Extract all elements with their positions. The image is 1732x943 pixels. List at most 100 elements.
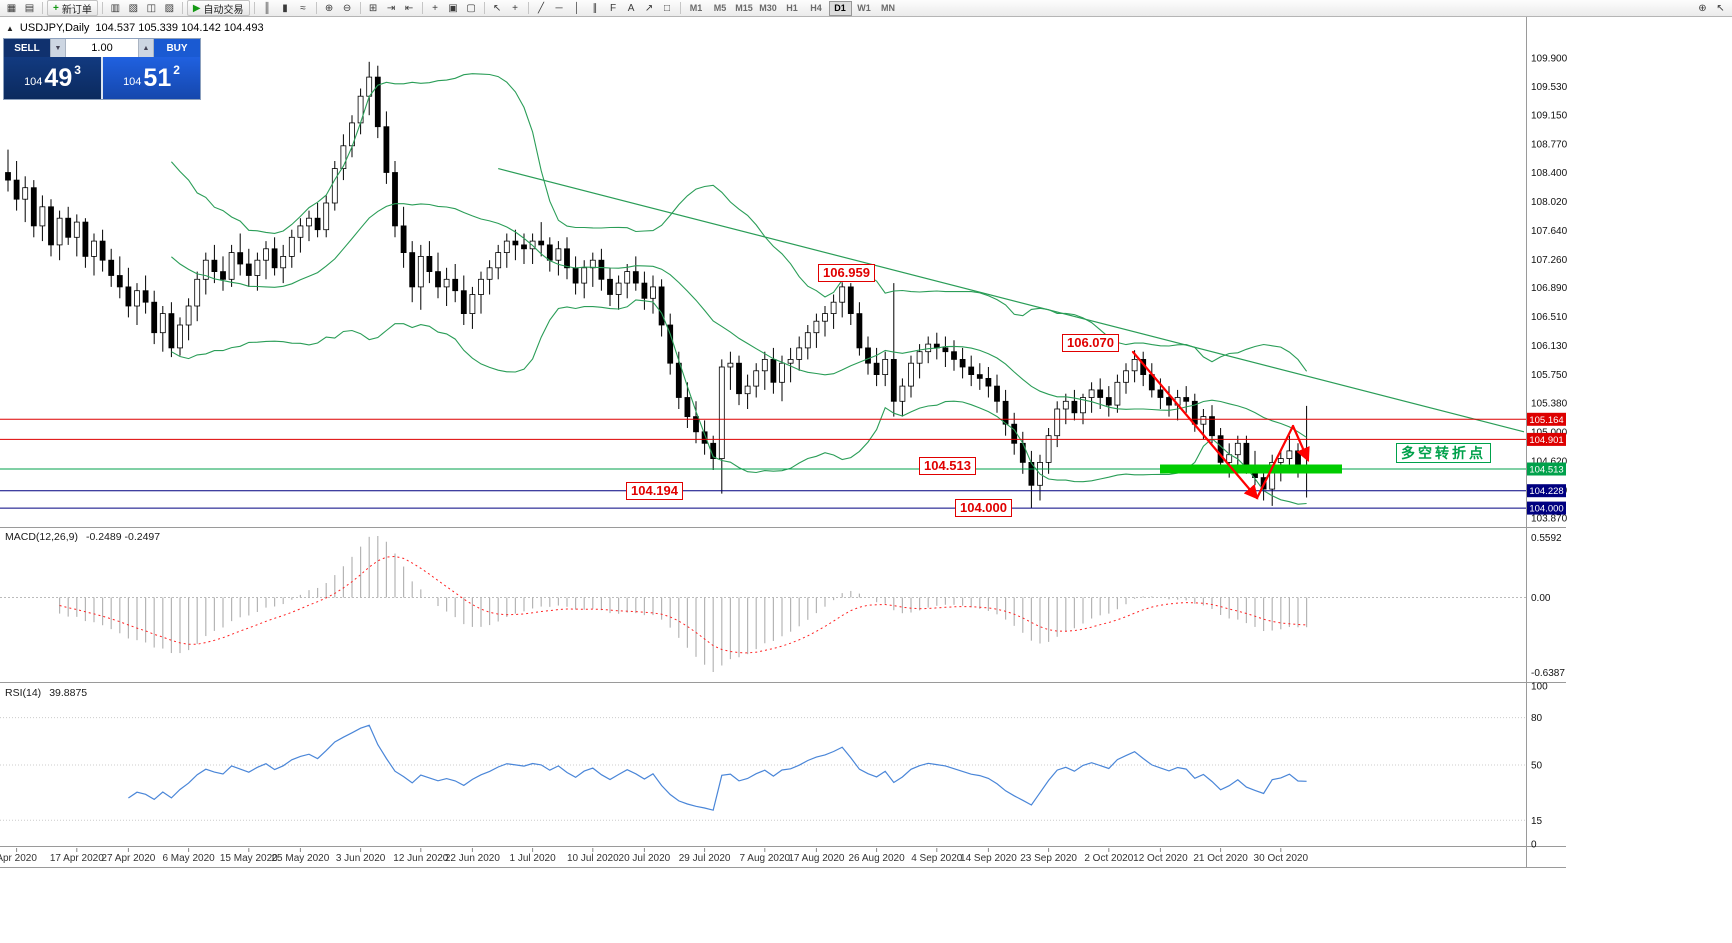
price-axis[interactable]: 109.900 109.530 109.150 108.770 108.400 108.0… bbox=[1527, 54, 1568, 525]
chart-symbol-period: USDJPY,Daily bbox=[19, 22, 90, 34]
candle bbox=[56, 210, 63, 261]
candle bbox=[245, 248, 252, 287]
buy-button[interactable]: BUY bbox=[154, 39, 200, 57]
buy-price-button[interactable]: 104 51 2 bbox=[103, 57, 200, 99]
date-axis-label: 20 Jul 2020 bbox=[619, 853, 671, 864]
new-chart-icon[interactable]: ▦ bbox=[6, 2, 17, 14]
timeframe-m30[interactable]: M30 bbox=[759, 3, 777, 13]
macd-pane[interactable]: 0.5592 0.00 -0.6387 bbox=[0, 533, 1565, 679]
candle bbox=[237, 233, 244, 276]
descending-trendline[interactable] bbox=[498, 168, 1525, 433]
zoom-in-icon[interactable]: ⊕ bbox=[324, 2, 334, 14]
sell-button[interactable]: SELL bbox=[4, 39, 50, 57]
price-axis-label: 109.150 bbox=[1531, 111, 1568, 122]
periods-icon[interactable]: ▣ bbox=[448, 2, 458, 14]
timeframe-h1[interactable]: H1 bbox=[786, 3, 798, 13]
text-label-icon[interactable]: A bbox=[627, 2, 635, 14]
price-callout[interactable]: 106.959 bbox=[818, 264, 875, 282]
candle bbox=[1209, 405, 1215, 444]
market-watch-icon[interactable]: ▥ bbox=[110, 2, 121, 14]
tile-windows-icon[interactable]: ⊞ bbox=[368, 2, 378, 14]
timeframe-d1[interactable]: D1 bbox=[828, 0, 852, 16]
timeframe-w1[interactable]: W1 bbox=[857, 3, 871, 13]
candle bbox=[779, 355, 785, 402]
candlestick-chart-icon[interactable]: ▮ bbox=[282, 2, 288, 14]
candle bbox=[1045, 428, 1052, 474]
equidistant-channel-icon[interactable]: ∥ bbox=[592, 2, 598, 14]
templates-icon[interactable]: ▢ bbox=[466, 2, 476, 14]
chart-profiles-icon[interactable]: ▤ bbox=[24, 2, 35, 14]
zoom-out-icon[interactable]: ⊖ bbox=[342, 2, 352, 14]
candle bbox=[125, 267, 132, 318]
price-callout[interactable]: 104.194 bbox=[626, 482, 683, 500]
candle bbox=[30, 180, 37, 238]
toolbar-separator bbox=[679, 2, 681, 14]
turning-point-note[interactable]: 多空转折点 bbox=[1396, 443, 1491, 463]
timeframe-m5[interactable]: M5 bbox=[713, 3, 727, 13]
candle bbox=[529, 233, 536, 264]
volume-decrease-button[interactable]: ▼ bbox=[50, 39, 66, 57]
autotrading-button[interactable]: ▶ 自动交易 bbox=[186, 0, 250, 16]
magnifier-tool-icon[interactable]: ⊕ bbox=[1698, 2, 1707, 14]
red-zigzag-arrow[interactable] bbox=[1131, 350, 1310, 500]
candle bbox=[968, 355, 975, 387]
toolbar-separator bbox=[315, 2, 317, 14]
volume-increase-button[interactable]: ▲ bbox=[138, 39, 154, 57]
price-callout[interactable]: 104.000 bbox=[955, 499, 1012, 517]
candle bbox=[1002, 389, 1009, 436]
rsi-scale-label: 100 bbox=[1531, 682, 1548, 693]
fibonacci-icon[interactable]: F bbox=[609, 2, 617, 14]
arrows-icon[interactable]: ↗ bbox=[644, 2, 654, 14]
price-axis-label: 104.620 bbox=[1531, 456, 1568, 467]
candle bbox=[254, 252, 261, 291]
candle bbox=[443, 267, 450, 306]
line-chart-icon[interactable]: ≈ bbox=[300, 2, 306, 14]
svg-text:104.901: 104.901 bbox=[1529, 435, 1563, 446]
crosshair-icon[interactable]: + bbox=[512, 2, 518, 14]
candle bbox=[194, 271, 201, 322]
sell-price-button[interactable]: 104 49 3 bbox=[4, 57, 101, 99]
price-callout[interactable]: 104.513 bbox=[919, 457, 976, 475]
auto-scroll-icon[interactable]: ⇥ bbox=[386, 2, 396, 14]
macd-indicator-name: MACD(12,26,9) bbox=[5, 531, 78, 543]
price-callout[interactable]: 106.070 bbox=[1062, 334, 1119, 352]
data-window-icon[interactable]: ▧ bbox=[128, 2, 139, 14]
vertical-line-icon[interactable]: │ bbox=[573, 2, 581, 14]
candle bbox=[39, 195, 46, 242]
navigator-icon[interactable]: ◫ bbox=[146, 2, 157, 14]
indicators-icon[interactable]: + bbox=[432, 2, 438, 14]
price-tag: 104.901 bbox=[1527, 432, 1566, 446]
chart-shift-icon[interactable]: ⇤ bbox=[404, 2, 414, 14]
rsi-indicator-name: RSI(14) bbox=[5, 687, 42, 699]
cursor-icon[interactable]: ↖ bbox=[492, 2, 502, 14]
pointer-tool-icon[interactable]: ↖ bbox=[1716, 2, 1725, 14]
macd-indicator-values: -0.2489 -0.2497 bbox=[85, 531, 161, 543]
buy-price-sup: 2 bbox=[173, 63, 180, 77]
support-zone-band[interactable] bbox=[1160, 464, 1342, 474]
timeframe-m1[interactable]: M1 bbox=[689, 3, 703, 13]
trendline-icon[interactable]: ╱ bbox=[538, 2, 545, 14]
buy-price-big: 51 bbox=[143, 63, 172, 92]
candle bbox=[263, 241, 269, 280]
bar-chart-icon[interactable]: ║ bbox=[263, 2, 271, 14]
price-axis-label: 106.890 bbox=[1531, 283, 1568, 294]
timeframe-h4[interactable]: H4 bbox=[810, 3, 822, 13]
candle bbox=[82, 218, 89, 268]
price-axis-label: 107.640 bbox=[1531, 226, 1568, 237]
timeframe-m15[interactable]: M15 bbox=[735, 3, 753, 13]
candle bbox=[564, 237, 570, 280]
new-order-button[interactable]: + 新订单 bbox=[47, 0, 98, 16]
shapes-icon[interactable]: □ bbox=[664, 2, 671, 14]
candle bbox=[753, 363, 760, 398]
timeframe-mn[interactable]: MN bbox=[881, 3, 896, 13]
horizontal-line-icon[interactable]: ─ bbox=[555, 2, 563, 14]
terminal-icon[interactable]: ▨ bbox=[164, 2, 175, 14]
one-click-collapse-icon[interactable]: ▲ bbox=[6, 23, 14, 33]
candle bbox=[607, 267, 613, 306]
rsi-pane[interactable]: 100 80 50 15 0 bbox=[0, 682, 1548, 851]
candle bbox=[847, 283, 854, 325]
date-axis-label: 12 Oct 2020 bbox=[1133, 853, 1188, 864]
volume-input[interactable]: 1.00 bbox=[66, 39, 138, 57]
